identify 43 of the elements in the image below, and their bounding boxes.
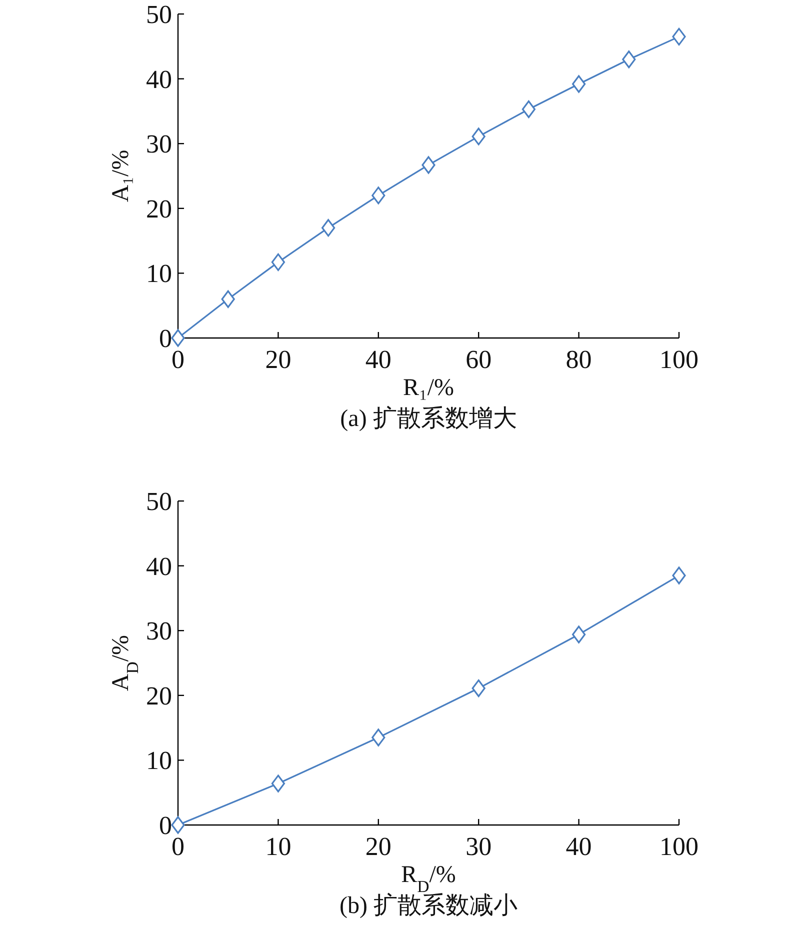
- y-tick-label: 30: [146, 130, 172, 159]
- y-tick-label: 40: [146, 552, 172, 581]
- y-tick-label: 0: [159, 324, 172, 353]
- point: [171, 816, 185, 834]
- text: (a) 扩散系数增大: [340, 405, 517, 432]
- x-tick-label: 30: [466, 832, 492, 861]
- point: [672, 566, 686, 584]
- point: [171, 329, 185, 347]
- point: [472, 128, 486, 146]
- point: [271, 253, 285, 271]
- point: [572, 626, 586, 644]
- point: [372, 186, 386, 204]
- x-tick-label: 60: [466, 345, 492, 374]
- x-tick-label: 80: [566, 345, 592, 374]
- x-axis-title: R₁/%: [402, 375, 454, 401]
- point: [322, 219, 336, 237]
- x-tick-label: 40: [365, 345, 392, 374]
- text: (b) 扩散系数减小: [340, 892, 518, 919]
- point: [672, 28, 686, 46]
- x-tick-label: 20: [365, 832, 392, 861]
- y-tick-label: 50: [146, 487, 172, 516]
- point: [221, 290, 235, 308]
- x-tick-label: 100: [660, 832, 698, 861]
- x-tick-label: 40: [566, 832, 592, 861]
- x-tick-label: 10: [265, 832, 292, 861]
- point: [422, 156, 436, 174]
- y-tick-label: 20: [146, 194, 172, 224]
- point: [572, 75, 586, 93]
- y-tick-label: 30: [146, 616, 172, 646]
- point: [622, 50, 636, 68]
- y-tick-label: 10: [146, 259, 172, 288]
- y-tick-label: 40: [146, 64, 172, 94]
- y-tick-label: 10: [146, 746, 172, 776]
- x-tick-label: 100: [660, 345, 698, 374]
- y-tick-label: 50: [146, 0, 172, 29]
- y-tick-label: 0: [159, 811, 172, 840]
- point: [271, 774, 285, 792]
- point: [522, 100, 536, 118]
- x-tick-label: 20: [265, 345, 292, 374]
- y-axis-title: A₁/%: [108, 150, 134, 202]
- point: [472, 679, 486, 698]
- point: [372, 728, 386, 746]
- y-tick-label: 20: [146, 681, 172, 710]
